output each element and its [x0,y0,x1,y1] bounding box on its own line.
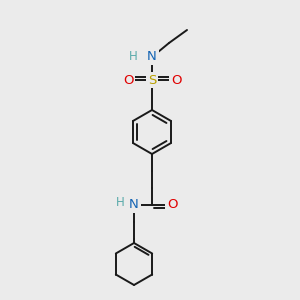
Text: H: H [129,50,137,64]
Text: O: O [123,74,133,86]
Text: O: O [171,74,181,86]
Text: O: O [167,199,177,212]
Text: S: S [148,74,156,86]
Text: N: N [129,199,139,212]
Text: H: H [116,196,124,209]
Text: N: N [147,50,157,64]
